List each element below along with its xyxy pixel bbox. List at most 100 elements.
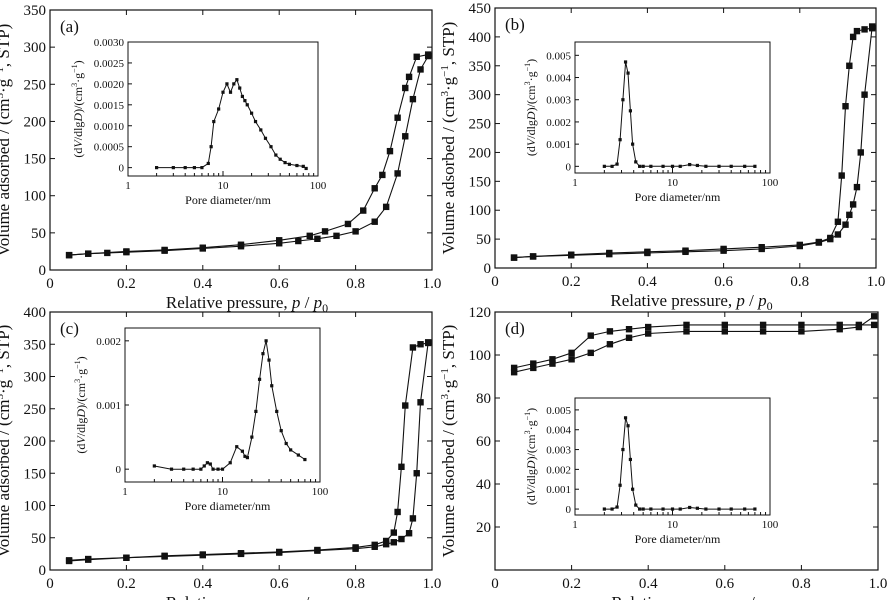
inset-data-point <box>688 505 692 510</box>
inset-x-tick-label: 10 <box>217 486 229 498</box>
inset-y-tick-label: 0.005 <box>546 50 571 62</box>
inset-y-tick-label: 0.001 <box>546 139 571 151</box>
inset-data-point <box>250 435 254 439</box>
data-point <box>409 515 417 522</box>
y-tick-label: 400 <box>24 305 47 321</box>
inset-x-tick-label: 10 <box>218 180 230 192</box>
panel-label: (c) <box>60 319 79 338</box>
inset-data-point <box>621 447 625 452</box>
data-point <box>199 244 206 251</box>
data-point <box>123 554 130 561</box>
y-tick-label: 300 <box>469 88 492 104</box>
data-point <box>644 249 651 257</box>
data-point <box>846 62 853 69</box>
inset-x-tick-label: 1 <box>572 519 578 531</box>
inset-y-tick-label: 0.002 <box>546 117 571 129</box>
inset-data-point <box>301 164 305 168</box>
inset-x-axis-title: Pore diameter/nm <box>635 532 721 546</box>
inset-data-point <box>182 467 186 471</box>
data-point <box>417 341 424 348</box>
x-tick-label: 1.0 <box>867 274 886 290</box>
data-point <box>65 557 73 565</box>
data-point <box>857 149 864 156</box>
data-point <box>568 349 575 357</box>
data-point <box>606 328 614 335</box>
y-tick-label: 400 <box>469 30 492 46</box>
y-tick-label: 60 <box>476 434 491 450</box>
inset-data-point <box>243 454 247 458</box>
inset-data-point <box>670 507 675 511</box>
data-point <box>645 323 652 331</box>
inset-c: 0 0.001 0.002 1 10 100 Pore diameter/nm (dV/dlg… <box>73 327 329 513</box>
inset-x-axis-title: Pore diameter/nm <box>185 499 271 513</box>
data-point <box>417 399 424 406</box>
inset-y-axis-title: (dV/dlgD)/(cm3·g−1) <box>523 408 538 505</box>
data-point <box>386 147 394 155</box>
inset-x-tick-label: 1 <box>125 180 131 192</box>
inset-data-point <box>623 60 628 64</box>
inset-data-point <box>649 164 653 168</box>
data-point <box>276 237 283 244</box>
data-point <box>394 170 401 177</box>
data-point <box>530 360 537 367</box>
data-point <box>861 91 868 98</box>
inset-data-point <box>717 164 721 168</box>
data-point <box>390 539 397 546</box>
inset-data-point <box>254 409 258 414</box>
inset-data-point <box>243 99 247 103</box>
inset-data-point <box>729 507 733 511</box>
data-point <box>587 349 594 357</box>
data-point <box>237 550 245 558</box>
inset-y-tick-label: 0.0020 <box>94 79 125 91</box>
data-point <box>413 53 420 60</box>
inset-data-point <box>743 164 747 168</box>
data-point <box>390 529 397 536</box>
inset-data-point <box>171 166 175 170</box>
data-point <box>510 369 518 376</box>
inset-y-axis-title: (dV/dlgD)/(cm3·g−1) <box>70 60 85 157</box>
inset-y-tick-label: 0 <box>566 161 572 173</box>
inset-data-point <box>235 78 239 82</box>
inset-frame <box>574 397 771 516</box>
inset-data-point <box>253 119 258 124</box>
inset-data-point <box>240 94 244 99</box>
inset-data-point <box>678 507 682 511</box>
inset-data-point <box>610 164 614 168</box>
data-point <box>530 364 537 372</box>
data-point <box>398 463 405 470</box>
data-point <box>549 360 556 367</box>
x-tick-label: 0 <box>46 276 54 292</box>
inset-data-point <box>284 441 288 446</box>
data-point <box>199 551 206 559</box>
data-point <box>402 133 409 140</box>
inset-data-point <box>704 507 708 511</box>
data-point <box>815 239 823 246</box>
x-tick-label: 0.8 <box>792 576 811 592</box>
y-tick-label: 200 <box>24 114 47 130</box>
inset-x-tick-label: 10 <box>667 519 679 531</box>
y-tick-label: 100 <box>469 348 492 364</box>
x-tick-label: 0.4 <box>639 576 658 592</box>
data-point <box>645 330 652 337</box>
y-tick-label: 200 <box>24 434 47 450</box>
x-tick-label: 0.6 <box>270 276 289 292</box>
y-tick-label: 100 <box>469 203 492 219</box>
data-point <box>371 543 378 550</box>
inset-y-tick-label: 0.0030 <box>94 37 125 49</box>
y-tick-label: 300 <box>24 40 47 56</box>
data-point <box>683 321 690 329</box>
inset-data-point <box>641 507 645 511</box>
data-point <box>836 321 843 329</box>
inset-data-point <box>753 507 757 511</box>
inset-data-point <box>704 164 708 168</box>
inset-data-point <box>211 467 215 471</box>
x-tick-label: 0.4 <box>193 276 212 292</box>
data-point <box>721 328 728 335</box>
inset-x-tick-label: 10 <box>667 177 679 189</box>
data-point <box>587 332 594 339</box>
data-point <box>295 237 302 245</box>
inset-data-point <box>240 449 245 453</box>
data-point <box>549 356 556 363</box>
inset-data-point <box>602 507 606 511</box>
